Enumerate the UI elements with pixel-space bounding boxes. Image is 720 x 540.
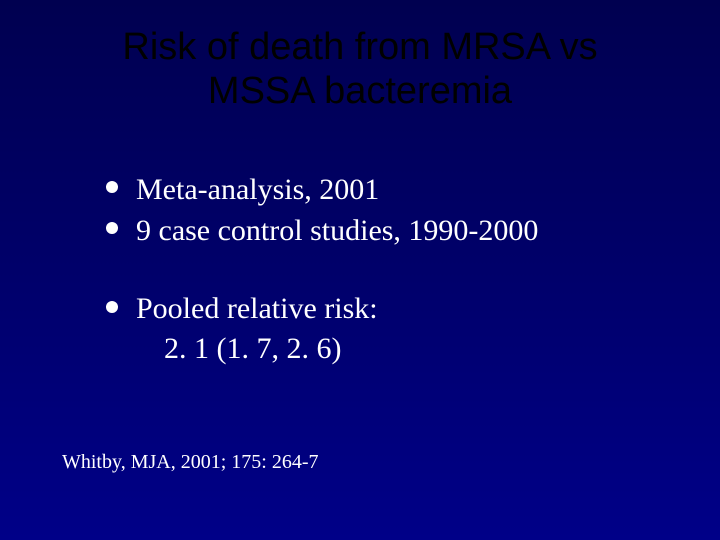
slide-title: Risk of death from MRSA vs MSSA bacterem… bbox=[0, 26, 720, 113]
citation-text: Whitby, MJA, 2001; 175: 264-7 bbox=[62, 451, 318, 474]
bullet-group-2: Pooled relative risk: 2. 1 (1. 7, 2. 6) bbox=[106, 290, 378, 367]
bullet-group-1: Meta-analysis, 2001 9 case control studi… bbox=[106, 170, 538, 252]
bullet-dot-icon bbox=[106, 222, 118, 234]
bullet-dot-icon bbox=[106, 301, 118, 313]
title-line-2: MSSA bacteremia bbox=[208, 70, 512, 112]
bullet-subline: 2. 1 (1. 7, 2. 6) bbox=[164, 330, 378, 368]
bullet-item: Meta-analysis, 2001 bbox=[106, 170, 538, 209]
bullet-dot-icon bbox=[106, 181, 118, 193]
bullet-item: 9 case control studies, 1990-2000 bbox=[106, 211, 538, 250]
bullet-text: Pooled relative risk: bbox=[136, 290, 378, 328]
slide: Risk of death from MRSA vs MSSA bacterem… bbox=[0, 0, 720, 540]
bullet-text: Meta-analysis, 2001 bbox=[136, 170, 379, 209]
bullet-item: Pooled relative risk: bbox=[106, 290, 378, 328]
title-line-1: Risk of death from MRSA vs bbox=[122, 26, 597, 68]
bullet-text: 9 case control studies, 1990-2000 bbox=[136, 211, 538, 250]
